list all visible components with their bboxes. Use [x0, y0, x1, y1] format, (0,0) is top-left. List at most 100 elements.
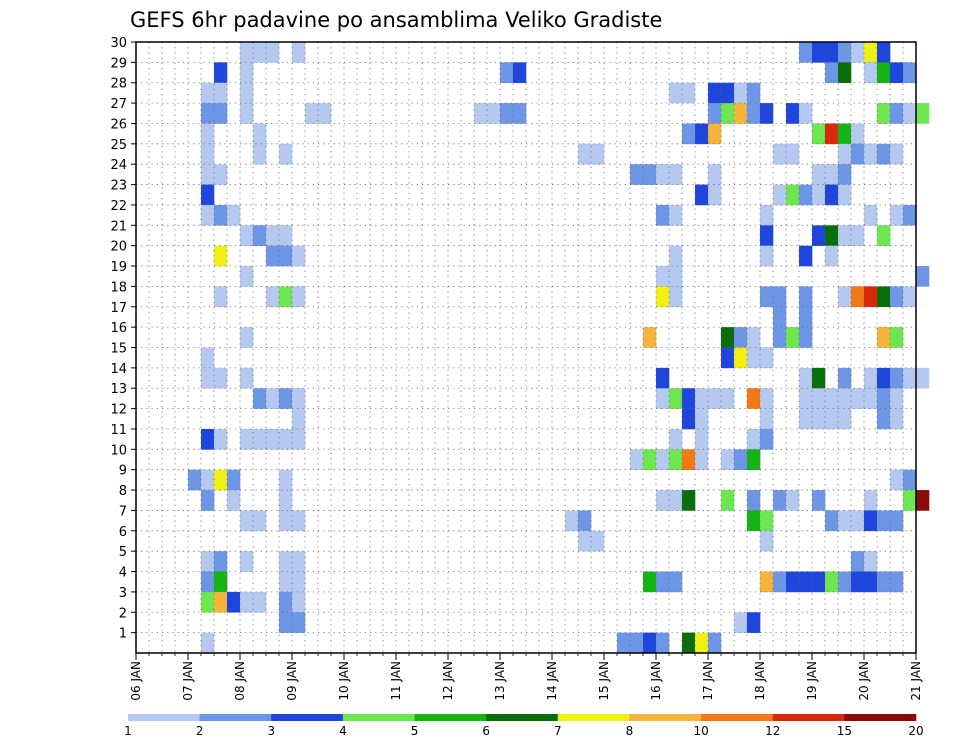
heatmap-cell: [890, 204, 904, 226]
heatmap-cell: [292, 286, 306, 308]
heatmap-cell: [851, 42, 865, 63]
heatmap-cell: [708, 103, 722, 124]
heatmap-cell: [214, 286, 228, 308]
y-tick-label: 11: [110, 423, 127, 438]
y-tick-label: 16: [110, 321, 127, 336]
heatmap-cell: [240, 591, 267, 613]
y-tick-label: 6: [119, 525, 127, 540]
heatmap-cell: [812, 225, 826, 246]
heatmap-cell: [695, 408, 709, 430]
heatmap-cell: [851, 123, 865, 145]
x-tick-label: 19 JAN: [805, 661, 819, 701]
heatmap-cell: [643, 571, 657, 593]
heatmap-cell: [825, 184, 839, 206]
y-tick-label: 26: [110, 117, 127, 132]
legend-label: 15: [837, 724, 852, 738]
heatmap-cell: [721, 490, 735, 511]
heatmap-cell: [877, 42, 891, 63]
heatmap-cell: [695, 428, 709, 450]
heatmap-cell: [201, 632, 215, 654]
heatmap-cell: [916, 367, 930, 389]
y-tick-label: 24: [110, 158, 127, 173]
heatmap-cell: [578, 530, 605, 552]
heatmap-cell: [747, 347, 761, 369]
heatmap-cell: [630, 164, 657, 185]
heatmap-cell: [682, 388, 696, 409]
heatmap-cell: [838, 571, 852, 593]
heatmap-cell: [253, 123, 267, 145]
heatmap-cell: [500, 62, 514, 84]
x-tick-label: 12 JAN: [441, 661, 455, 701]
heatmap-cell: [734, 103, 748, 124]
y-tick-label: 13: [110, 382, 127, 397]
x-tick-label: 15 JAN: [597, 661, 611, 701]
heatmap-cell: [734, 449, 748, 470]
grid-layer: [136, 42, 916, 653]
heatmap-cell: [825, 225, 839, 246]
heatmap-cell: [760, 388, 774, 409]
x-tick-label: 20 JAN: [857, 661, 871, 701]
heatmap-cell: [214, 469, 228, 491]
heatmap-cell: [695, 632, 709, 654]
heatmap-cell: [214, 245, 228, 267]
heatmap-cell: [864, 367, 878, 389]
heatmap-cell: [838, 42, 852, 63]
heatmap-cell: [890, 469, 904, 491]
heatmap-cell: [201, 571, 215, 593]
y-tick-label: 12: [110, 403, 127, 418]
heatmap-cell: [266, 286, 280, 308]
legend-label: 3: [267, 724, 275, 738]
heatmap-cell: [201, 123, 215, 145]
x-axis: 06 JAN 07 JAN 08 JAN 09 JAN 10 JAN 11 JAN 12 J…: [129, 653, 923, 701]
heatmap-cell: [214, 204, 228, 226]
legend-swatch: [557, 714, 630, 721]
heatmap-cell: [669, 245, 683, 267]
heatmap-cell: [201, 103, 228, 124]
heatmap-cell: [721, 327, 735, 348]
heatmap-cell: [682, 449, 696, 470]
heatmap-cell: [786, 184, 800, 206]
heatmap-cell: [279, 286, 293, 308]
heatmap-cell: [812, 123, 826, 145]
heatmap-cell: [201, 551, 215, 572]
heatmap-cell: [656, 204, 670, 226]
heatmap-cell: [708, 184, 722, 206]
heatmap-cell: [747, 449, 761, 470]
heatmap-cell: [890, 408, 904, 430]
heatmap-cell: [838, 164, 852, 185]
x-tick-label: 18 JAN: [753, 661, 767, 701]
heatmap-cell: [760, 571, 774, 593]
legend-swatch: [772, 714, 845, 721]
heatmap-cell: [786, 327, 800, 348]
heatmap-cell: [214, 551, 228, 572]
heatmap-cell: [903, 490, 917, 511]
x-tick-label: 13 JAN: [493, 661, 507, 701]
heatmap-cell: [656, 286, 670, 308]
y-tick-label: 25: [110, 138, 127, 153]
heatmap-cell: [305, 103, 332, 124]
heatmap-cell: [916, 490, 930, 511]
y-tick-label: 7: [119, 504, 127, 519]
heatmap-cell: [747, 82, 761, 104]
heatmap-cell: [877, 367, 891, 389]
legend-swatch: [701, 714, 774, 721]
y-tick-label: 3: [119, 586, 127, 601]
heatmap-cell: [864, 204, 878, 226]
heatmap-cell: [708, 632, 722, 654]
heatmap-cell: [734, 347, 748, 369]
heatmap-cell: [656, 266, 670, 287]
legend-swatch: [199, 714, 272, 721]
heatmap-cell: [240, 42, 280, 63]
y-tick-label: 30: [110, 36, 127, 51]
x-tick-label: 11 JAN: [389, 661, 403, 701]
heatmap-cell: [851, 225, 865, 246]
heatmap-cell: [760, 103, 774, 124]
heatmap-cell: [864, 62, 878, 84]
heatmap-cell: [825, 245, 839, 267]
heatmap-cell: [734, 327, 748, 348]
heatmap-cell: [240, 266, 254, 287]
heatmap-cell: [227, 469, 241, 491]
heatmap-cell: [773, 143, 800, 165]
heatmap-cell: [669, 428, 683, 450]
heatmap-cell: [279, 143, 293, 165]
